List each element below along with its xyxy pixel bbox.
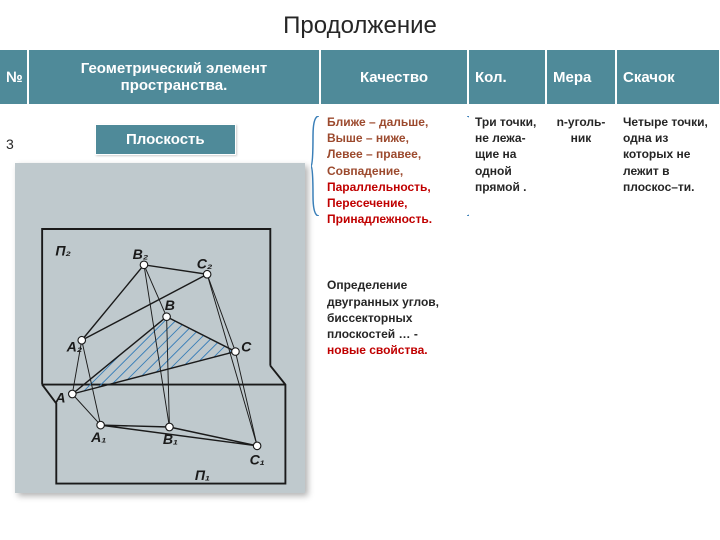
cell-element: Плоскость (28, 105, 320, 501)
quality-line: биссекторных (327, 310, 461, 326)
quality-block-2: Определениедвугранных углов,биссекторных… (327, 277, 461, 358)
page-title: Продолжение (0, 0, 720, 50)
pt-C2: C₂ (197, 256, 213, 272)
pt-B: B (165, 297, 175, 313)
quality-block-1: Ближе – дальше,Выше – ниже,Левее – праве… (327, 114, 461, 227)
quality-line: Выше – ниже, (327, 130, 461, 146)
quality-line: Принадлежность. (327, 211, 461, 227)
th-skach: Скачок (616, 50, 720, 105)
pt-B1: B₁ (163, 431, 178, 447)
quality-line: плоскостей … - (327, 326, 461, 342)
cell-skach: Четыре точки, одна из которых не лежит в… (616, 105, 720, 501)
pt-A: A (54, 389, 65, 405)
th-qual: Качество (320, 50, 468, 105)
th-kol: Кол. (468, 50, 546, 105)
plane-label: Плоскость (95, 124, 236, 155)
pt-B2: B₂ (133, 246, 149, 262)
quality-line: Ближе – дальше, (327, 114, 461, 130)
table-row: 3 Плоскость (0, 105, 720, 501)
pt-A2: A₂ (66, 339, 83, 355)
pt-C: C (241, 339, 252, 355)
pt-P1: П₁ (195, 467, 210, 483)
th-mera: Мера (546, 50, 616, 105)
quality-line: Определение (327, 277, 461, 293)
quality-line: Пересечение, (327, 195, 461, 211)
cell-quality: Ближе – дальше,Выше – ниже,Левее – праве… (320, 105, 468, 501)
quality-line: двугранных углов, (327, 294, 461, 310)
quality-line: Совпадение, (327, 163, 461, 179)
pt-P2: П₂ (55, 242, 71, 258)
cell-mera: n-уголь-ник (546, 105, 616, 501)
quality-line: новые свойства. (327, 342, 461, 358)
main-table: № Геометрический элемент пространства. К… (0, 50, 720, 501)
diagram-svg: A B C A₁ B₁ C₁ A₂ B₂ C₂ П₂ П₁ (15, 163, 305, 493)
th-elem: Геометрический элемент пространства. (28, 50, 320, 105)
quality-line: Параллельность, (327, 179, 461, 195)
geometry-diagram: A B C A₁ B₁ C₁ A₂ B₂ C₂ П₂ П₁ (15, 163, 305, 493)
cell-kol: Три точки, не лежа-щие на одной прямой . (468, 105, 546, 501)
pt-C1: C₁ (250, 452, 265, 468)
quality-line: Левее – правее, (327, 146, 461, 162)
table-header-row: № Геометрический элемент пространства. К… (0, 50, 720, 105)
pt-A1: A₁ (90, 429, 106, 445)
th-num: № (0, 50, 28, 105)
